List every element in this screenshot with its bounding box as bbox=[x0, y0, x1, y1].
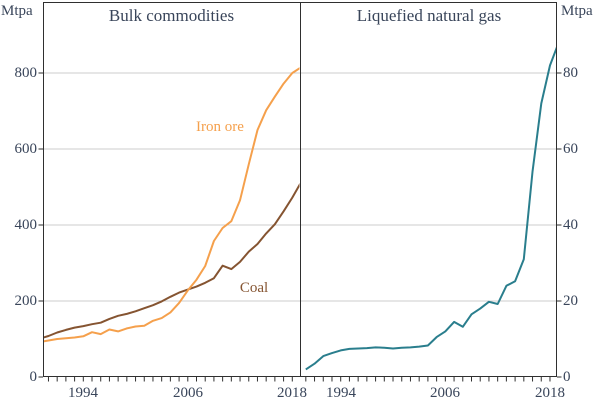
y-tick-label-right-20: 20 bbox=[563, 293, 578, 309]
x-tick-label-left-2006: 2006 bbox=[173, 385, 203, 401]
lng-line bbox=[305, 45, 557, 371]
coal-line bbox=[43, 183, 300, 339]
left-panel-title: Bulk commodities bbox=[108, 6, 235, 25]
y-tick-label-right-60: 60 bbox=[563, 141, 578, 157]
y-tick-label-right-80: 80 bbox=[563, 65, 578, 81]
x-tick-label-right-2018: 2018 bbox=[535, 385, 565, 401]
axis-tick-marks bbox=[38, 72, 562, 382]
iron-ore-line bbox=[43, 67, 300, 343]
y-tick-label-right-40: 40 bbox=[563, 217, 578, 233]
y-tick-label-left-600: 600 bbox=[14, 141, 38, 157]
x-tick-label-left-2018: 2018 bbox=[277, 385, 307, 401]
y-axis-unit-right: Mtpa bbox=[561, 3, 593, 19]
x-tick-label-right-1994: 1994 bbox=[326, 385, 356, 401]
x-tick-label-right-2006: 2006 bbox=[430, 385, 460, 401]
y-tick-label-right-0: 0 bbox=[563, 369, 571, 385]
y-tick-label-left-800: 800 bbox=[14, 65, 38, 81]
iron-ore-series-label: Iron ore bbox=[196, 119, 244, 135]
x-tick-label-left-1994: 1994 bbox=[68, 385, 98, 401]
y-axis-unit-left: Mtpa bbox=[1, 3, 33, 19]
y-tick-label-left-0: 0 bbox=[29, 369, 38, 385]
right-panel-title: Liquefied natural gas bbox=[356, 6, 502, 25]
y-tick-label-left-200: 200 bbox=[14, 293, 38, 309]
coal-series-label: Coal bbox=[239, 280, 269, 296]
y-tick-label-left-400: 400 bbox=[14, 217, 38, 233]
